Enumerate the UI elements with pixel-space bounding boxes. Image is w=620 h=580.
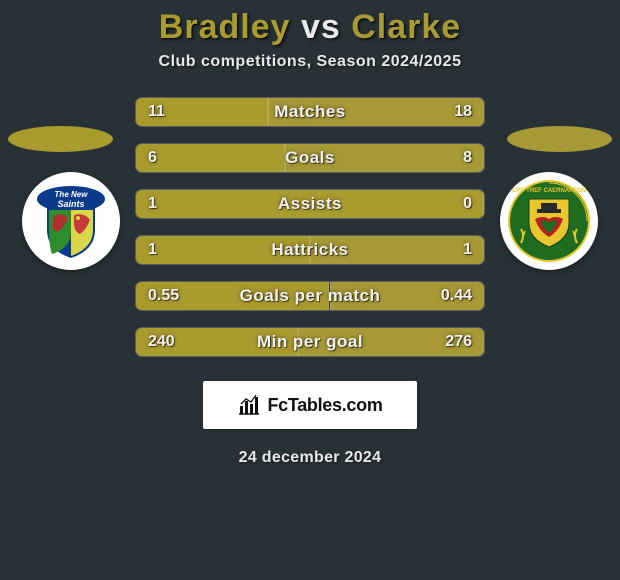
stat-row: 1118Matches <box>135 97 485 127</box>
svg-text:Saints: Saints <box>57 199 84 209</box>
player1-club-badge: The New Saints <box>22 172 120 270</box>
player2-club-badge: CPD TREF CAERNARFON <box>500 172 598 270</box>
club-crest-icon: CPD TREF CAERNARFON <box>507 179 591 263</box>
bar-chart-icon <box>237 394 261 416</box>
stat-bar-left <box>136 144 285 172</box>
stat-bar-left <box>136 236 310 264</box>
stat-bar-left <box>136 190 484 218</box>
stats-bars: 1118Matches 68Goals 10Assists 11Hattricks 0.… <box>135 97 485 357</box>
svg-text:The New: The New <box>55 190 89 199</box>
branding-badge: FcTables.com <box>203 381 417 429</box>
stat-bar-right <box>285 144 484 172</box>
svg-text:CPD TREF CAERNARFON: CPD TREF CAERNARFON <box>512 188 586 194</box>
club-crest-icon: The New Saints <box>32 182 110 260</box>
stat-bar-left <box>136 328 298 356</box>
page-title: Bradley vs Clarke <box>0 8 620 47</box>
player1-accent-ellipse <box>8 126 113 152</box>
stat-row: 240276Min per goal <box>135 327 485 357</box>
stat-bar-left <box>136 282 329 310</box>
stat-row: 68Goals <box>135 143 485 173</box>
subtitle: Club competitions, Season 2024/2025 <box>0 53 620 71</box>
stat-bar-right <box>268 98 484 126</box>
generated-date: 24 december 2024 <box>0 449 620 467</box>
stat-bar-right <box>330 282 485 310</box>
comparison-card: Bradley vs Clarke Club competitions, Sea… <box>0 0 620 467</box>
stat-bar-right <box>483 190 484 218</box>
title-vs: vs <box>301 8 341 46</box>
title-player2: Clarke <box>351 8 461 46</box>
stat-bar-left <box>136 98 268 126</box>
stat-row: 0.550.44Goals per match <box>135 281 485 311</box>
stat-row: 11Hattricks <box>135 235 485 265</box>
stat-bar-right <box>310 236 484 264</box>
stat-row: 10Assists <box>135 189 485 219</box>
branding-text: FcTables.com <box>267 395 382 416</box>
stat-bar-right <box>298 328 484 356</box>
title-player1: Bradley <box>159 8 291 46</box>
player2-accent-ellipse <box>507 126 612 152</box>
